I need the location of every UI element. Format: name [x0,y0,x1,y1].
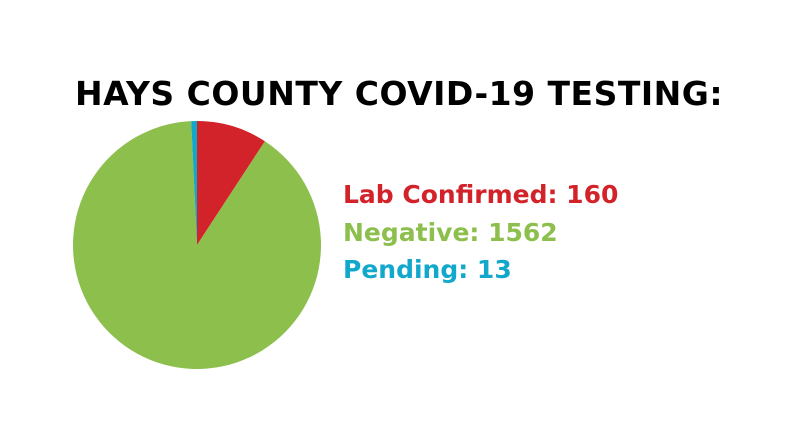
legend-lab-confirmed: Lab Confirmed: 160 [343,180,619,209]
pie-slice-pending [191,121,197,245]
legend-negative: Negative: 1562 [343,218,558,247]
legend-pending: Pending: 13 [343,255,512,284]
chart-title: HAYS COUNTY COVID-19 TESTING: [75,74,724,113]
pie-slice-negative [73,121,321,370]
pie-slice-lab-confirmed [197,121,265,245]
